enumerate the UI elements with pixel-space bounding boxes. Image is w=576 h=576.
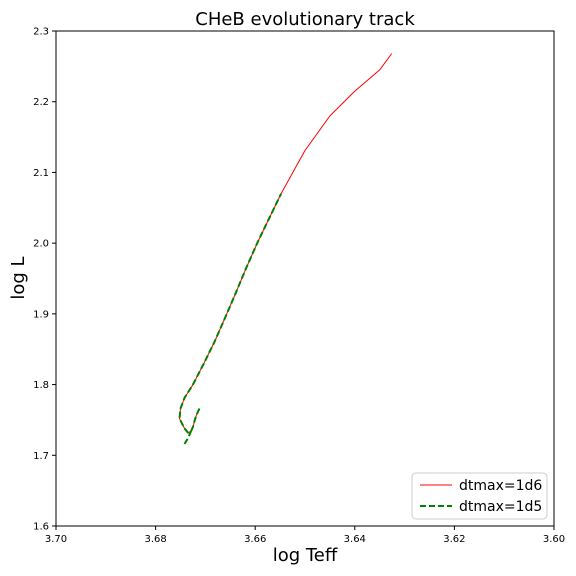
y-tick-label: 1.9 [33, 309, 49, 320]
y-tick-label: 2.0 [33, 239, 49, 250]
x-tick-label: 3.60 [543, 534, 565, 545]
x-tick-label: 3.66 [244, 534, 266, 545]
x-axis-title: log Teff [273, 545, 338, 566]
x-tick-label: 3.70 [45, 534, 67, 545]
y-tick-label: 1.8 [33, 380, 49, 391]
series-layer [178, 53, 393, 445]
series-line-dtmax-1d5 [178, 193, 283, 434]
legend-label-dtmax-1d5: dtmax=1d5 [459, 499, 542, 515]
x-tick-label: 3.64 [344, 534, 366, 545]
y-axis: 1.6 1.7 1.8 1.9 2.0 2.1 2.2 2.3 [33, 27, 56, 533]
legend: dtmax=1d6 dtmax=1d5 [411, 472, 548, 520]
y-tick-label: 2.2 [33, 97, 49, 108]
y-tick-label: 2.3 [33, 27, 49, 38]
series-line-dtmax-1d5-tail [183, 430, 192, 445]
x-axis: 3.70 3.68 3.66 3.64 3.62 3.60 [45, 526, 565, 545]
y-axis-title: log L [8, 256, 29, 299]
y-tick-label: 1.6 [33, 522, 49, 533]
y-tick-label: 1.7 [33, 451, 49, 462]
plot-frame [55, 30, 555, 527]
x-tick-label: 3.68 [144, 534, 166, 545]
legend-label-dtmax-1d6: dtmax=1d6 [459, 478, 542, 494]
chart-title: CHeB evolutionary track [195, 9, 415, 30]
y-tick-label: 2.1 [33, 168, 49, 179]
x-tick-label: 3.62 [443, 534, 465, 545]
